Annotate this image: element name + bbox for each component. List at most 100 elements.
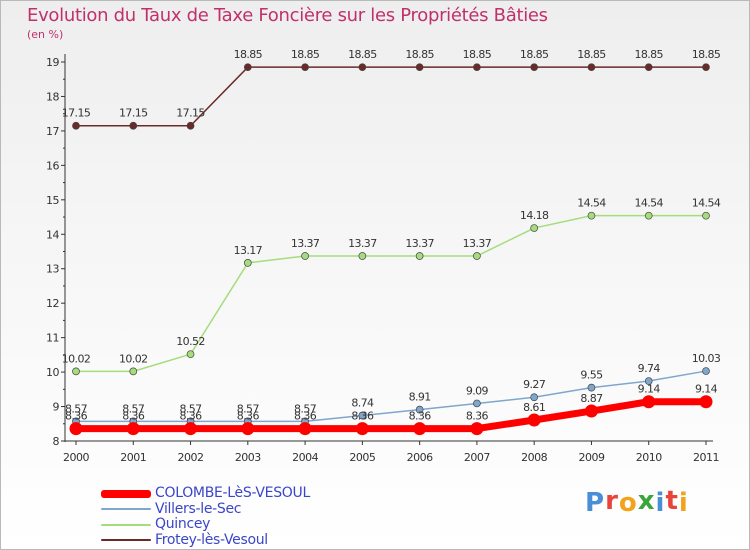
data-point xyxy=(702,211,710,220)
data-label: 18.85 xyxy=(692,48,721,61)
data-label: 18.85 xyxy=(520,48,549,61)
legend-swatch-colombe xyxy=(101,489,151,498)
data-label: 18.85 xyxy=(405,48,434,61)
chart-plot: 8 9 10 11 12 13 14 15 16 17 18 19 2000 2001 2002 2003 20… xyxy=(46,48,721,464)
data-point xyxy=(702,63,710,72)
data-label: 18.85 xyxy=(577,48,606,61)
data-label: 8.36 xyxy=(351,410,374,423)
data-point xyxy=(415,405,424,414)
data-point xyxy=(358,252,367,260)
data-point xyxy=(415,252,424,260)
proxiti-logo: Proxiti xyxy=(585,486,689,518)
y-tick-label: 11 xyxy=(46,332,59,345)
data-point xyxy=(587,211,596,220)
x-tick-label: 2004 xyxy=(292,451,318,464)
y-tick-label: 12 xyxy=(46,297,59,310)
data-point xyxy=(184,422,198,436)
y-tick-label: 9 xyxy=(53,401,60,414)
data-point xyxy=(241,422,255,436)
data-label: 8.36 xyxy=(65,410,88,423)
data-label: 8.57 xyxy=(179,402,202,415)
data-label: 8.36 xyxy=(466,410,489,423)
legend-swatch-frotey xyxy=(101,539,151,542)
data-point xyxy=(301,252,309,260)
data-label: 18.85 xyxy=(634,48,663,61)
data-label: 13.17 xyxy=(234,244,263,257)
data-label: 10.02 xyxy=(62,352,91,365)
y-tick-label: 19 xyxy=(46,56,59,69)
data-point xyxy=(527,413,541,427)
x-tick-label: 2003 xyxy=(235,451,261,464)
chart-legend: COLOMBE-LèS-VESOUL Villers-le-Sec Quince… xyxy=(101,486,310,548)
legend-label-colombe: COLOMBE-LèS-VESOUL xyxy=(155,485,310,502)
y-tick-label: 18 xyxy=(46,90,59,103)
data-label: 8.36 xyxy=(237,410,260,423)
x-tick-label: 2000 xyxy=(63,451,89,464)
data-point xyxy=(587,63,596,72)
x-tick-label: 2008 xyxy=(521,451,547,464)
data-label: 18.85 xyxy=(348,48,377,61)
legend-label-frotey: Frotey-lès-Vesoul xyxy=(155,531,268,548)
data-point xyxy=(644,211,653,220)
data-point xyxy=(355,422,369,436)
legend-item-frotey: Frotey-lès-Vesoul xyxy=(101,531,310,549)
data-label: 9.27 xyxy=(523,378,546,391)
x-tick-label: 2011 xyxy=(693,451,719,464)
data-point xyxy=(358,411,367,420)
x-tick-label: 2001 xyxy=(120,451,146,464)
logo-letter: x xyxy=(637,486,656,516)
data-label: 13.37 xyxy=(405,237,434,250)
data-label: 18.85 xyxy=(463,48,492,61)
logo-letter: r xyxy=(605,486,619,516)
data-label: 18.85 xyxy=(291,48,320,61)
data-label: 10.03 xyxy=(692,352,721,365)
data-point xyxy=(699,395,713,409)
data-label: 8.57 xyxy=(237,402,260,415)
data-point xyxy=(473,252,481,260)
data-label: 13.37 xyxy=(348,237,377,250)
data-label: 17.15 xyxy=(176,107,205,120)
data-point xyxy=(530,63,539,72)
data-point xyxy=(413,422,427,436)
data-point xyxy=(584,404,598,418)
data-label: 8.36 xyxy=(122,410,145,423)
data-point xyxy=(642,395,656,409)
data-label: 9.14 xyxy=(695,383,718,396)
data-point xyxy=(129,367,138,376)
y-tick-label: 17 xyxy=(46,125,59,138)
data-point xyxy=(530,393,539,402)
data-label: 10.02 xyxy=(119,352,148,365)
data-point xyxy=(301,63,309,72)
data-label: 8.36 xyxy=(179,410,202,423)
series-line xyxy=(72,398,710,433)
y-tick-label: 15 xyxy=(46,194,59,207)
y-tick-label: 8 xyxy=(53,435,60,448)
legend-swatch-quincey xyxy=(101,523,151,526)
legend-swatch-villers xyxy=(101,508,151,511)
chart-title: Evolution du Taux de Taxe Foncière sur l… xyxy=(27,5,548,26)
y-tick-label: 14 xyxy=(46,228,59,241)
data-point xyxy=(587,383,596,392)
series-line xyxy=(75,214,707,373)
logo-letter: i xyxy=(678,488,689,518)
x-tick-label: 2005 xyxy=(349,451,375,464)
data-label: 13.37 xyxy=(291,237,320,250)
data-label: 17.15 xyxy=(62,107,91,120)
data-label: 8.57 xyxy=(122,402,145,415)
data-point xyxy=(243,259,252,267)
logo-letter: t xyxy=(665,486,679,516)
data-label: 8.57 xyxy=(65,402,88,415)
data-point xyxy=(72,121,80,130)
data-point xyxy=(186,350,195,359)
data-point xyxy=(644,377,653,385)
data-label: 8.91 xyxy=(409,391,431,404)
y-tick-label: 10 xyxy=(46,366,59,379)
data-point xyxy=(530,224,539,232)
data-point xyxy=(72,367,80,376)
series-line xyxy=(75,66,707,127)
logo-letter: P xyxy=(585,488,606,518)
series-line xyxy=(75,370,707,423)
data-point xyxy=(298,422,312,436)
data-point xyxy=(473,63,481,72)
